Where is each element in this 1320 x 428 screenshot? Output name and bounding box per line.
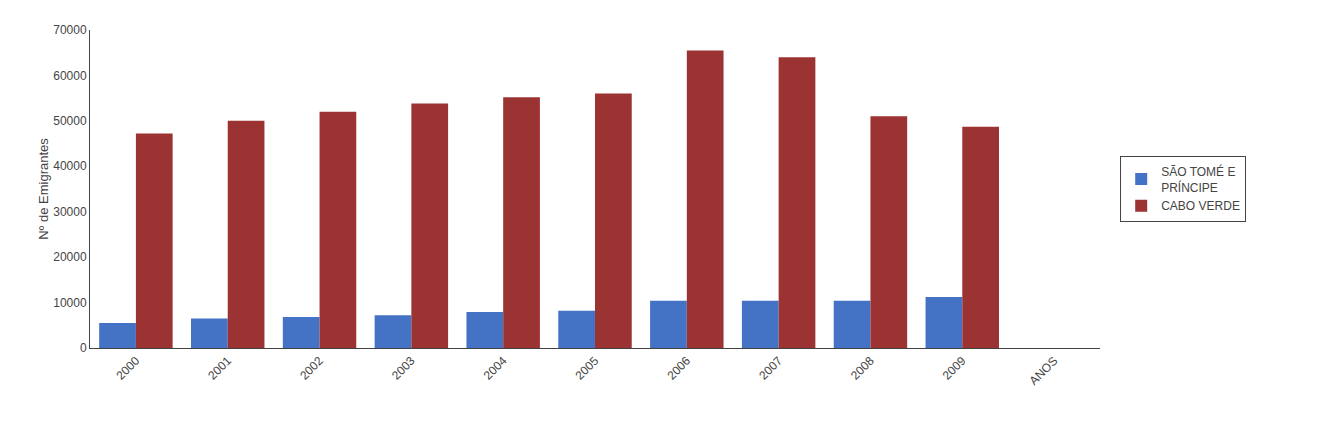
svg-text:2009: 2009 xyxy=(940,354,969,383)
svg-text:2006: 2006 xyxy=(664,354,693,383)
svg-text:2005: 2005 xyxy=(573,354,602,383)
svg-text:20000: 20000 xyxy=(53,250,87,264)
svg-text:60000: 60000 xyxy=(53,69,87,83)
svg-text:ANOS: ANOS xyxy=(1027,354,1061,388)
svg-text:2000: 2000 xyxy=(113,354,142,383)
svg-text:30000: 30000 xyxy=(53,205,87,219)
svg-text:CABO VERDE: CABO VERDE xyxy=(1161,199,1240,213)
svg-text:2002: 2002 xyxy=(297,354,326,383)
svg-text:SÃO TOMÉ EPRÍNCIPE: SÃO TOMÉ EPRÍNCIPE xyxy=(1161,164,1235,195)
svg-text:40000: 40000 xyxy=(53,159,87,173)
svg-text:2008: 2008 xyxy=(848,354,877,383)
svg-text:2007: 2007 xyxy=(756,354,785,383)
svg-text:2004: 2004 xyxy=(481,354,510,383)
svg-text:Nº de Emigrantes: Nº de Emigrantes xyxy=(36,138,51,240)
svg-text:2003: 2003 xyxy=(389,354,418,383)
svg-text:10000: 10000 xyxy=(53,296,87,310)
svg-text:50000: 50000 xyxy=(53,114,87,128)
svg-text:0: 0 xyxy=(80,341,87,355)
svg-text:2001: 2001 xyxy=(205,354,234,383)
svg-text:70000: 70000 xyxy=(53,23,87,37)
